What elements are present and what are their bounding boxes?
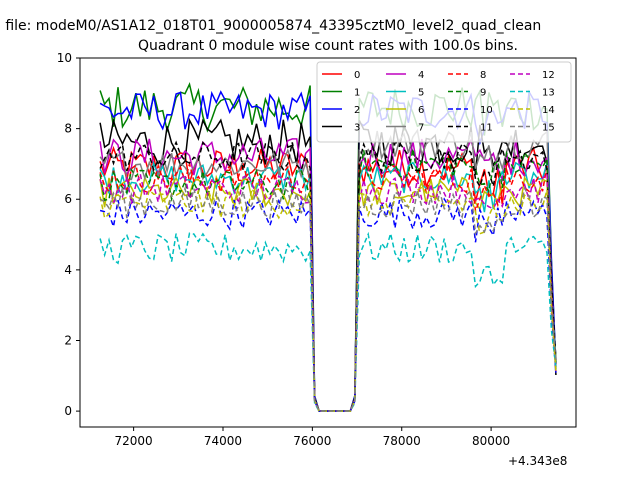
legend-label-14: 14	[542, 105, 555, 116]
x-offset-label: +4.343e8	[508, 454, 567, 468]
series-line-15	[99, 185, 557, 412]
series-line-11	[99, 140, 557, 412]
legend-label-3: 3	[354, 123, 360, 134]
legend-box	[316, 61, 572, 143]
legend-label-0: 0	[354, 70, 360, 81]
y-tick-label: 4	[64, 263, 72, 277]
x-tick-label: 80000	[472, 434, 510, 448]
x-tick-label: 72000	[115, 434, 153, 448]
y-tick-label: 0	[64, 404, 72, 418]
series-line-14	[99, 184, 557, 412]
legend-label-11: 11	[480, 123, 493, 134]
series-line-10	[99, 196, 557, 412]
legend-label-9: 9	[480, 88, 486, 99]
series-line-13	[99, 231, 557, 412]
legend-label-15: 15	[542, 123, 555, 134]
legend-label-7: 7	[418, 123, 424, 134]
figure-suptitle: n file: modeM0/AS1A12_018T01_9000005874_…	[0, 18, 541, 34]
x-tick-label: 76000	[293, 434, 331, 448]
x-tick-label: 74000	[204, 434, 242, 448]
legend-label-2: 2	[354, 105, 360, 116]
series-line-6	[99, 174, 557, 412]
y-tick-label: 6	[64, 192, 72, 206]
series-line-8	[99, 160, 557, 412]
legend-label-6: 6	[418, 105, 424, 116]
legend-label-5: 5	[418, 88, 424, 99]
legend-label-8: 8	[480, 70, 486, 81]
series-line-9	[99, 149, 557, 412]
plot-area	[99, 82, 557, 412]
legend-label-12: 12	[542, 70, 555, 81]
axes-frame	[79, 57, 577, 428]
x-tick-label: 78000	[383, 434, 421, 448]
series-line-7	[99, 128, 557, 412]
y-tick-label: 10	[57, 51, 72, 65]
legend-label-1: 1	[354, 88, 360, 99]
chart-title: Quadrant 0 module wise count rates with …	[138, 38, 518, 54]
legend-label-4: 4	[418, 70, 424, 81]
y-tick-label: 2	[64, 333, 72, 347]
legend-label-10: 10	[480, 105, 493, 116]
y-tick-label: 8	[64, 122, 72, 136]
series-line-12	[99, 171, 557, 412]
series-line-5	[99, 160, 557, 412]
legend-label-13: 13	[542, 88, 555, 99]
